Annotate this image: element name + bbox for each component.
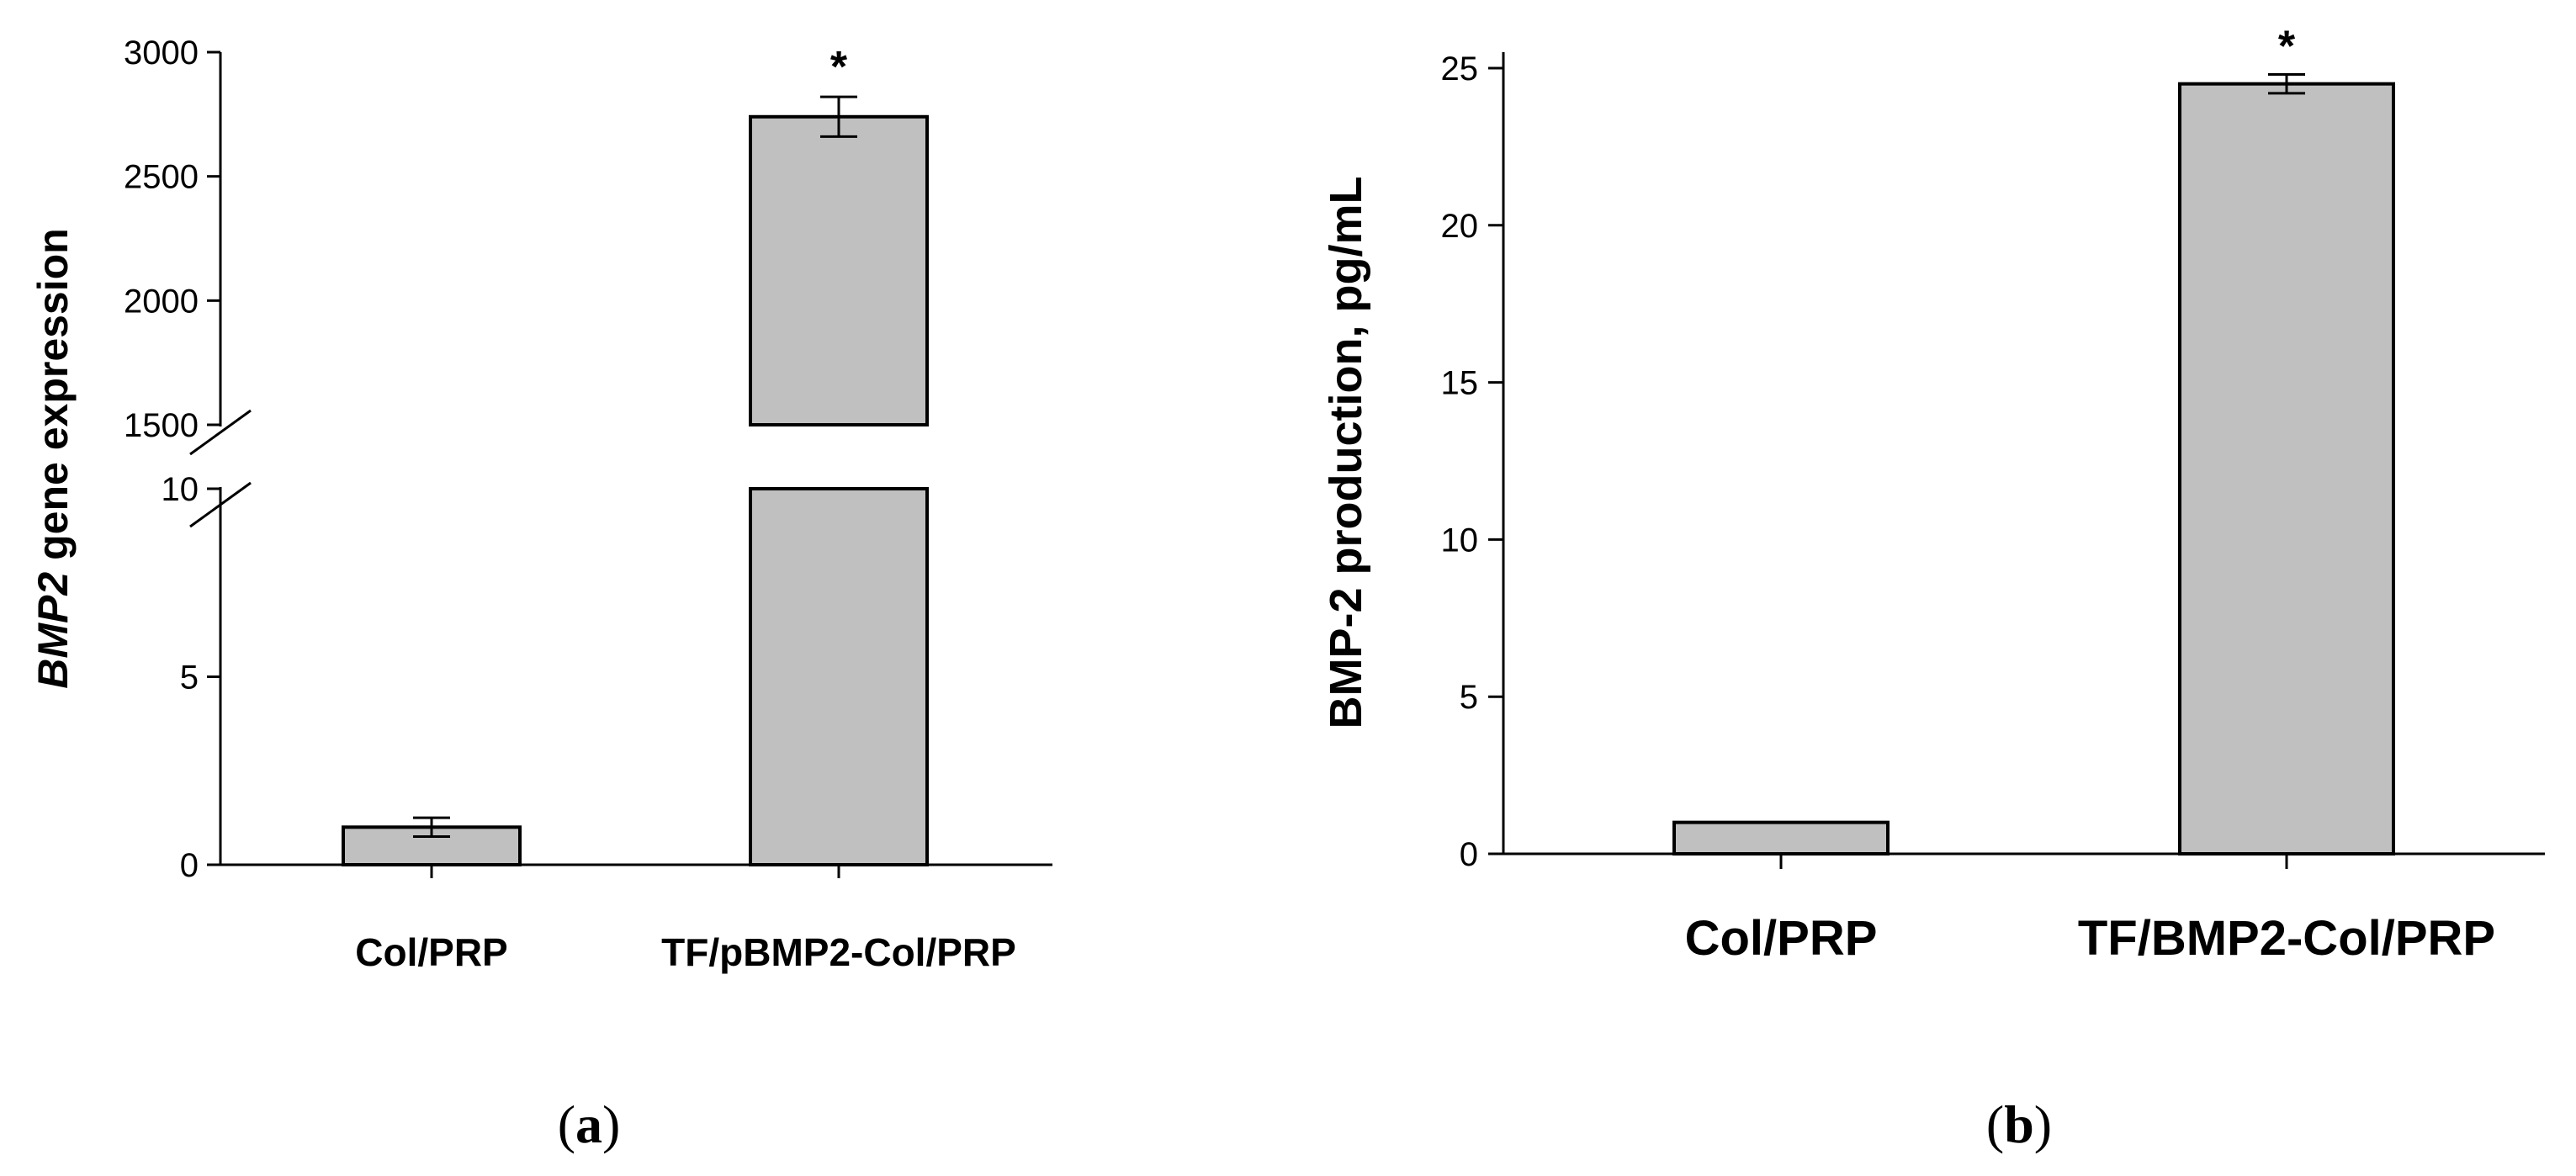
y-tick-label: 0 <box>180 847 199 884</box>
panel-label-paren: ) <box>2034 1094 2052 1154</box>
y-axis-title-italic: BMP2 <box>29 572 77 689</box>
bar <box>2178 82 2395 856</box>
panel-a-chart: 0 5 10 1500 2000 2500 3000 Col/PRP * TF/pBMP2-Col… <box>29 34 1052 1154</box>
axis-break-mark <box>189 409 252 456</box>
y-axis-title: BMP2 gene expression <box>29 228 77 688</box>
panel-label-letter: b <box>2004 1094 2034 1154</box>
category-label: TF/BMP2-Col/PRP <box>2078 911 2495 966</box>
y-axis-title-rest: gene expression <box>29 228 77 572</box>
significance-mark: * <box>830 43 848 92</box>
panel-label-paren: ( <box>558 1094 575 1154</box>
significance-mark: * <box>2278 22 2296 71</box>
y-axis-title: BMP-2 production, pg/mL <box>1321 177 1371 729</box>
panel-label-paren: ) <box>602 1094 620 1154</box>
y-tick-label: 5 <box>1460 679 1478 716</box>
y-tick-label: 3000 <box>124 34 199 72</box>
axis-break-mark <box>189 481 252 528</box>
category-label: Col/PRP <box>1685 911 1878 966</box>
category-label: Col/PRP <box>355 930 507 974</box>
y-tick-label: 15 <box>1441 365 1479 402</box>
bar-lower-segment <box>749 487 929 866</box>
panel-label-b: (b) <box>1986 1094 2052 1154</box>
panel-label-paren: ( <box>1986 1094 2004 1154</box>
y-tick-label: 2500 <box>124 159 199 196</box>
y-tick-label: 1500 <box>124 407 199 444</box>
bar <box>1672 820 1890 856</box>
y-tick-label: 10 <box>162 471 199 508</box>
y-tick-label: 25 <box>1441 50 1479 87</box>
y-tick-label: 5 <box>180 660 199 697</box>
y-tick-label: 0 <box>1460 836 1478 873</box>
y-tick-label: 10 <box>1441 522 1479 559</box>
panel-b-chart: 0 5 10 15 20 25 Col/PRP * TF/BMP2-Col/PRP BMP-2 p… <box>1321 22 2545 1154</box>
y-tick-label: 20 <box>1441 208 1479 245</box>
bar-upper-segment <box>749 114 929 427</box>
panel-label-a: (a) <box>558 1094 621 1154</box>
y-tick-label: 2000 <box>124 283 199 320</box>
panel-label-letter: a <box>575 1094 602 1154</box>
category-label: TF/pBMP2-Col/PRP <box>661 930 1016 974</box>
